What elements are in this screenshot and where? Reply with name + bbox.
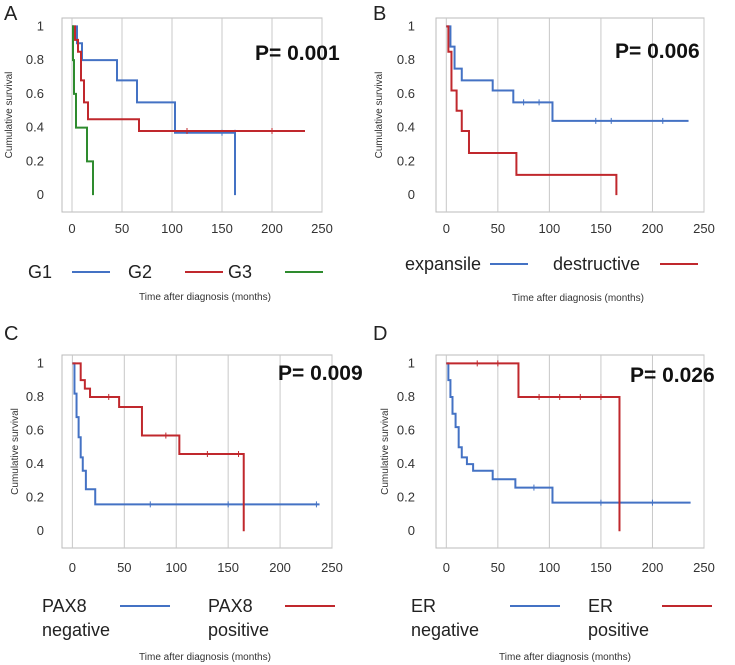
y-tick-label: 0 [37,187,44,202]
series-line-destructive [446,25,618,196]
panel-a: A 0 50 100 150 200 250 0 0.2 0.4 0.6 0.8 1 Cumulative… [4,3,340,303]
y-tick-label: 0.6 [397,86,415,101]
y-tick-label: 0.6 [26,86,44,101]
x-tick-label: 150 [590,560,612,575]
x-tick-label: 50 [117,560,131,575]
y-tick-label: 0.6 [397,423,415,438]
x-tick-label: 250 [693,221,715,236]
plot-frame [61,354,333,549]
panel-label: B [373,3,386,25]
x-tick-label: 100 [539,221,561,236]
y-axis-label: Cumulative survival [374,72,385,159]
y-tick-label: 1 [37,18,44,33]
x-tick-label: 150 [217,560,239,575]
p-value: P= 0.001 [255,42,340,65]
x-axis-label: Time after diagnosis (months) [512,293,644,304]
x-tick-label: 0 [443,560,450,575]
plot-frame [435,354,705,549]
x-tick-label: 200 [269,560,291,575]
panel-c: C 0 50 100 150 200 250 0 0.2 0.4 0.6 0.8 1 Cumulative… [4,323,363,663]
x-tick-label: 50 [491,221,505,236]
y-tick-label: 0.4 [26,456,44,471]
series-line-g3 [72,25,94,196]
x-tick-label: 100 [165,560,187,575]
x-tick-label: 0 [69,560,76,575]
series-line-expansile [446,25,689,122]
y-tick-label: 0.2 [397,490,415,505]
legend-label: PAX8 negative [42,596,110,640]
legend-label: G1 [28,262,52,282]
panel-label: C [4,323,18,345]
y-tick-label: 1 [408,355,415,370]
x-tick-label: 100 [539,560,561,575]
legend-label: expansile [405,254,481,274]
y-tick-label: 0.8 [397,52,415,67]
series-line-er-positive [446,362,621,532]
y-tick-label: 0.8 [397,389,415,404]
legend-label: ER positive [588,596,649,640]
p-value: P= 0.026 [630,364,715,387]
x-tick-label: 250 [311,221,333,236]
y-tick-label: 1 [37,355,44,370]
y-tick-label: 0.4 [397,120,415,135]
x-tick-label: 0 [68,221,75,236]
x-tick-label: 50 [491,560,505,575]
series-line-pax8-positive [72,362,245,532]
y-axis-label: Cumulative survival [4,72,15,159]
plot-frame [61,17,323,213]
y-tick-label: 0.4 [397,456,415,471]
x-tick-label: 150 [211,221,233,236]
x-tick-label: 250 [693,560,715,575]
series-line-pax8-negative [72,362,320,506]
panel-b: B 0 50 100 150 200 250 0 0.2 0.4 0.6 0.8 1 Cumulative… [373,3,715,304]
y-tick-label: 1 [408,18,415,33]
y-tick-label: 0.8 [26,389,44,404]
panel-d: D 0 50 100 150 200 250 0 0.2 0.4 0.6 0.8 1 Cumulative… [373,323,715,663]
y-tick-label: 0.2 [26,490,44,505]
x-axis-label: Time after diagnosis (months) [499,652,631,663]
y-tick-label: 0.4 [26,120,44,135]
x-tick-label: 0 [443,221,450,236]
series-line-g2 [72,25,305,133]
x-axis-label: Time after diagnosis (months) [139,292,271,303]
x-tick-label: 100 [161,221,183,236]
panel-label: A [4,3,18,25]
y-tick-label: 0 [408,523,415,538]
y-tick-label: 0.8 [26,52,44,67]
legend-label: PAX8 positive [208,596,269,640]
x-tick-label: 200 [642,560,664,575]
y-tick-label: 0 [408,187,415,202]
y-tick-label: 0.2 [26,153,44,168]
y-tick-label: 0 [37,523,44,538]
p-value: P= 0.009 [278,362,363,385]
panel-label: D [373,323,387,345]
y-tick-label: 0.6 [26,423,44,438]
legend-label: ER negative [411,596,479,640]
legend-label: G2 [128,262,152,282]
y-axis-label: Cumulative survival [10,408,21,495]
x-tick-label: 250 [321,560,343,575]
y-axis-label: Cumulative survival [380,408,391,495]
x-tick-label: 200 [261,221,283,236]
x-tick-label: 200 [642,221,664,236]
legend-label: G3 [228,262,252,282]
x-axis-label: Time after diagnosis (months) [139,652,271,663]
plot-frame [435,17,705,213]
x-tick-label: 150 [590,221,612,236]
y-tick-label: 0.2 [397,153,415,168]
x-tick-label: 50 [115,221,129,236]
series-line-er-negative [446,362,691,504]
legend-label: destructive [553,254,640,274]
p-value: P= 0.006 [615,40,700,63]
